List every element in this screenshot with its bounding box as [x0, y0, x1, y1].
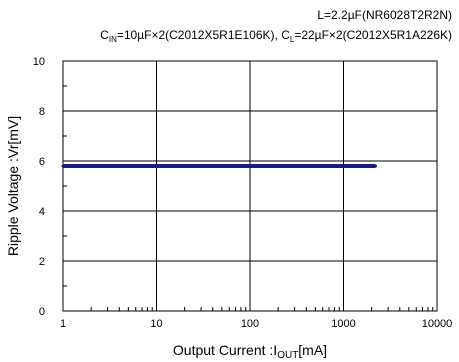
y-tick-label: 8: [39, 106, 45, 118]
y-tick-label: 10: [33, 56, 45, 68]
y-tick-label: 0: [39, 306, 45, 318]
y-tick-label: 6: [39, 156, 45, 168]
capacitor-note: CIN=10µF×2(C2012X5R1E106K), CL=22µF×2(C2…: [100, 28, 452, 44]
x-tick-label: 10000: [422, 318, 453, 330]
data-point: [61, 164, 65, 168]
x-axis-title: Output Current :IOUT[mA]: [173, 342, 327, 361]
grid: [62, 60, 438, 312]
data-point: [155, 164, 158, 168]
data-point: [374, 164, 378, 168]
x-tick-label: 1000: [331, 318, 355, 330]
y-tick-label: 4: [39, 206, 45, 218]
axis-ticks: 1 10 100 1000 10000 0 2 4 6 8 10: [33, 56, 453, 330]
x-tick-label: 1: [60, 318, 66, 330]
inductor-note: L=2.2µF(NR6028T2R2N): [317, 8, 452, 22]
data-point: [321, 164, 325, 168]
x-tick-label: 10: [150, 318, 162, 330]
y-tick-label: 2: [39, 256, 45, 268]
data-point: [276, 164, 280, 168]
y-axis-title: Ripple Voltage :Vr[mV]: [5, 116, 21, 256]
x-tick-label: 100: [241, 318, 259, 330]
data-point: [342, 164, 345, 168]
data-point: [248, 164, 252, 168]
series-group: [61, 164, 378, 168]
data-point: [220, 164, 224, 168]
